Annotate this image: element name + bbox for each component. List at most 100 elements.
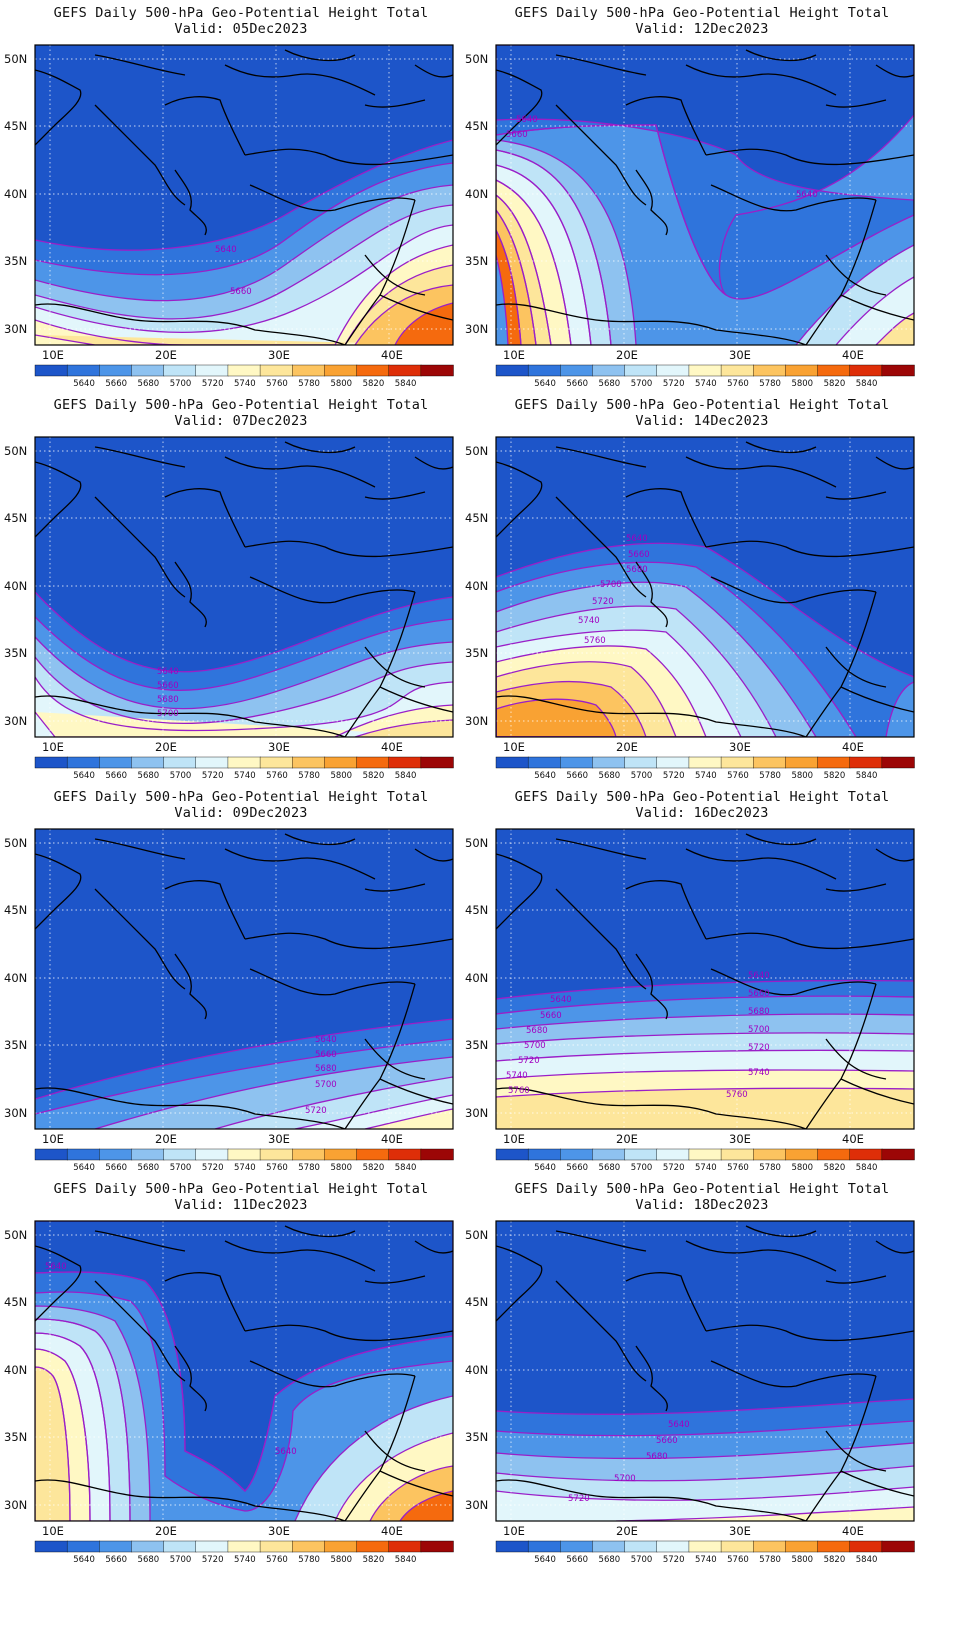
coastline xyxy=(94,446,186,468)
colorbar-swatch xyxy=(34,364,68,377)
colorbar-swatch xyxy=(527,1540,562,1553)
contour-line xyxy=(35,1366,71,1521)
contour-line xyxy=(496,1465,914,1482)
contour-label: 5720 xyxy=(305,1106,327,1116)
coastline xyxy=(364,1038,426,1080)
colorbar-swatch xyxy=(34,1148,68,1161)
colorbar-swatch xyxy=(195,364,229,377)
colorbar-label: 5660 xyxy=(566,379,588,389)
contour-line xyxy=(496,1398,914,1415)
contour-line xyxy=(294,1094,453,1129)
height-map: 5640 5660 10E 20E 30E 40E 50N 45N 40N 35N 30N 5640 5… xyxy=(4,44,454,389)
colorbar-swatch xyxy=(227,1148,261,1161)
coastline xyxy=(825,883,887,892)
y-tick-label: 40N xyxy=(4,579,27,593)
coastline xyxy=(825,646,887,688)
height-band xyxy=(496,210,536,345)
coastline xyxy=(825,254,887,296)
coastline xyxy=(94,888,186,990)
contour-line xyxy=(496,979,914,1000)
panel-title: GEFS Daily 500-hPa Geo-Potential Height … xyxy=(514,397,890,413)
height-band xyxy=(395,303,453,345)
colorbar-label: 5800 xyxy=(791,1163,813,1173)
coastline xyxy=(284,833,356,846)
coastline xyxy=(705,148,914,166)
colorbar-swatch xyxy=(163,1540,197,1553)
colorbar-swatch xyxy=(656,1148,690,1161)
colorbar-label: 5780 xyxy=(759,379,781,389)
contour-line xyxy=(496,995,914,1015)
coastline xyxy=(379,1470,453,1497)
colorbar-label: 5680 xyxy=(138,1555,160,1565)
colorbar-label: 5660 xyxy=(566,771,588,781)
coastline xyxy=(94,54,186,76)
coastline xyxy=(805,591,877,737)
contour-label: 5640 xyxy=(275,1447,297,1457)
y-tick-label: 50N xyxy=(465,444,488,458)
contour-label: 5720 xyxy=(592,597,614,607)
y-tick-label: 50N xyxy=(465,1228,488,1242)
y-tick-label: 45N xyxy=(465,903,488,917)
map-panel: GEFS Daily 500-hPa Geo-Potential Height … xyxy=(461,392,943,802)
colorbar-swatch xyxy=(560,756,594,769)
contour-label: 5660 xyxy=(748,989,770,999)
coastline xyxy=(705,1324,914,1342)
panel-title: GEFS Daily 500-hPa Geo-Potential Height … xyxy=(53,1181,429,1197)
y-tick-label: 50N xyxy=(4,52,27,66)
colorbar-label: 5720 xyxy=(663,771,685,781)
coastline xyxy=(635,953,668,1020)
coastline xyxy=(244,932,453,950)
coastline xyxy=(625,488,707,548)
colorbar-swatch xyxy=(131,756,165,769)
colorbar-swatch xyxy=(99,1148,133,1161)
colorbar-swatch xyxy=(720,1540,754,1553)
coastline xyxy=(364,883,426,892)
contour-line xyxy=(496,629,742,737)
colorbar-swatch xyxy=(388,1540,422,1553)
y-tick-label: 30N xyxy=(465,1498,488,1512)
coastline xyxy=(625,880,707,940)
coastline xyxy=(825,1275,887,1284)
x-tick-label: 10E xyxy=(42,740,64,754)
map-panel: GEFS Daily 500-hPa Geo-Potential Height … xyxy=(0,784,482,1194)
colorbar-swatch xyxy=(259,1540,293,1553)
colorbar-label: 5820 xyxy=(363,379,385,389)
contour-line xyxy=(354,284,453,345)
coastline xyxy=(875,1240,914,1254)
colorbar-swatch xyxy=(881,1148,915,1161)
colorbar-swatch xyxy=(592,756,626,769)
y-tick-label: 40N xyxy=(465,579,488,593)
coastline xyxy=(635,169,668,236)
colorbar-swatch xyxy=(163,364,197,377)
panel-valid-date: Valid: 05Dec2023 xyxy=(174,21,308,37)
y-tick-label: 40N xyxy=(4,1363,27,1377)
height-band xyxy=(496,119,914,299)
height-band xyxy=(35,1367,70,1521)
colorbar-label: 5720 xyxy=(202,1163,224,1173)
contour-label: 5640 xyxy=(157,667,179,677)
contour-line xyxy=(496,118,914,300)
contour-label: 5720 xyxy=(568,1494,590,1504)
colorbar-label: 5700 xyxy=(631,1163,653,1173)
contour-line xyxy=(399,1490,453,1521)
coastline xyxy=(875,456,914,470)
x-tick-label: 20E xyxy=(155,348,177,362)
colorbar-swatch xyxy=(292,1540,326,1553)
contour-label: 5660 xyxy=(628,550,650,560)
y-tick-label: 40N xyxy=(465,1363,488,1377)
x-tick-label: 10E xyxy=(503,1524,525,1538)
coastline xyxy=(685,1240,837,1272)
coastline xyxy=(284,49,356,62)
colorbar-swatch xyxy=(560,364,594,377)
contour-line xyxy=(496,1032,914,1045)
coastline xyxy=(379,294,453,321)
height-band xyxy=(35,1319,130,1521)
contour-line xyxy=(496,1486,914,1501)
colorbar-swatch xyxy=(495,364,529,377)
colorbar-swatch xyxy=(292,364,326,377)
coastline xyxy=(635,1345,668,1412)
colorbar-label: 5720 xyxy=(663,379,685,389)
coastline xyxy=(555,1280,647,1382)
colorbar-label: 5660 xyxy=(105,1163,127,1173)
